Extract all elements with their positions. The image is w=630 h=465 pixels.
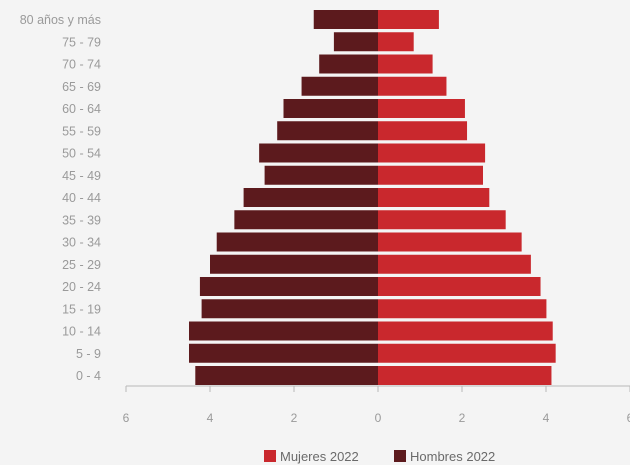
category-label: 15 - 19 [62, 302, 101, 316]
bar-mujeres [378, 299, 547, 319]
bar-hombres [195, 366, 378, 385]
bar-mujeres [378, 76, 447, 96]
bar-hombres [283, 99, 378, 118]
category-label: 0 - 4 [76, 369, 101, 383]
bar-mujeres [378, 210, 506, 230]
bar-hombres [210, 254, 378, 274]
legend-swatch-hombres [394, 450, 406, 462]
x-axis-tick-label: 0 [375, 411, 382, 425]
x-axis-tick-label: 4 [207, 411, 214, 425]
bar-mujeres [378, 366, 552, 385]
bar-hombres [243, 188, 378, 207]
bar-hombres [189, 343, 378, 363]
category-label: 35 - 39 [62, 213, 101, 227]
bar-hombres [313, 10, 378, 29]
bar-mujeres [378, 254, 531, 274]
category-label: 45 - 49 [62, 169, 101, 183]
bar-hombres [234, 210, 378, 230]
category-label: 60 - 64 [62, 102, 101, 116]
bar-mujeres [378, 277, 541, 296]
bar-mujeres [378, 343, 556, 363]
bar-mujeres [378, 32, 414, 52]
bar-mujeres [378, 232, 522, 252]
bar-hombres [216, 232, 378, 252]
bar-hombres [264, 165, 378, 185]
bar-mujeres [378, 143, 486, 163]
category-label: 10 - 14 [62, 325, 101, 339]
bar-hombres [199, 277, 378, 296]
bar-hombres [277, 121, 378, 141]
bar-hombres [259, 143, 378, 163]
bar-mujeres [378, 321, 553, 341]
bar-hombres [201, 299, 378, 319]
category-label: 70 - 74 [62, 58, 101, 72]
legend-label-hombres: Hombres 2022 [410, 449, 495, 464]
bar-mujeres [378, 165, 483, 185]
category-label: 25 - 29 [62, 258, 101, 272]
bar-hombres [189, 321, 378, 341]
category-label: 50 - 54 [62, 147, 101, 161]
bar-mujeres [378, 54, 433, 74]
bar-hombres [301, 76, 378, 96]
category-label: 55 - 59 [62, 124, 101, 138]
x-axis-tick-label: 2 [459, 411, 466, 425]
category-label: 75 - 79 [62, 35, 101, 49]
bar-mujeres [378, 99, 465, 118]
category-label: 5 - 9 [76, 347, 101, 361]
bar-mujeres [378, 10, 439, 29]
x-axis-tick-label: 6 [627, 411, 630, 425]
bar-mujeres [378, 188, 490, 207]
legend-swatch-mujeres [264, 450, 276, 462]
category-label: 80 años y más [20, 13, 101, 27]
bar-hombres [319, 54, 378, 74]
category-label: 20 - 24 [62, 280, 101, 294]
bar-hombres [333, 32, 378, 52]
category-label: 40 - 44 [62, 191, 101, 205]
category-label: 65 - 69 [62, 80, 101, 94]
x-axis-tick-label: 4 [543, 411, 550, 425]
legend-label-mujeres: Mujeres 2022 [280, 449, 359, 464]
x-axis-tick-label: 2 [291, 411, 298, 425]
bar-mujeres [378, 121, 468, 141]
category-label: 30 - 34 [62, 236, 101, 250]
x-axis-tick-label: 6 [123, 411, 130, 425]
